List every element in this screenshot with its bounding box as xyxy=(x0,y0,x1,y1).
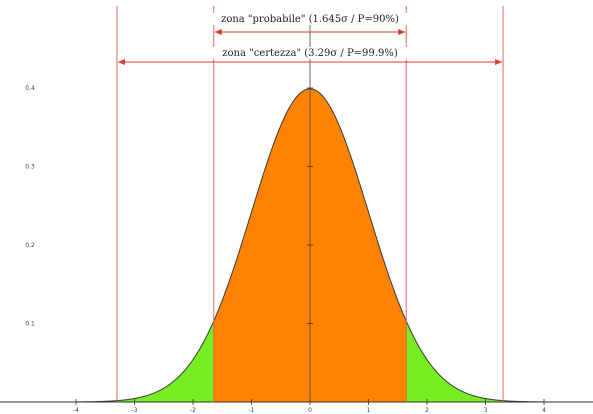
x-tick-label: 1 xyxy=(367,407,371,414)
annotation-text-bg xyxy=(196,47,424,59)
annotation-label: zona "probabile" (1.645σ / P=90%) xyxy=(221,14,399,25)
x-tick-label: 4 xyxy=(542,407,546,414)
y-tick-label: 0.2 xyxy=(25,242,35,249)
x-tick-label: -3 xyxy=(132,407,138,414)
y-tick-label: 0.1 xyxy=(25,321,35,328)
x-tick-label: 0 xyxy=(308,407,312,414)
annotation-text-bg xyxy=(194,13,426,25)
x-tick-label: -1 xyxy=(249,407,255,414)
annotation-label: zona "certezza" (3.29σ / P=99.9%) xyxy=(222,48,398,59)
left-tail-region xyxy=(76,321,214,402)
right-tail-region xyxy=(406,321,544,402)
x-tick-label: -2 xyxy=(190,407,196,414)
x-tick-label: 2 xyxy=(425,407,429,414)
x-tick-label: -4 xyxy=(73,407,79,414)
y-tick-label: 0.3 xyxy=(25,164,35,171)
x-tick-label: 3 xyxy=(484,407,488,414)
y-tick-label: 0.4 xyxy=(25,85,35,92)
